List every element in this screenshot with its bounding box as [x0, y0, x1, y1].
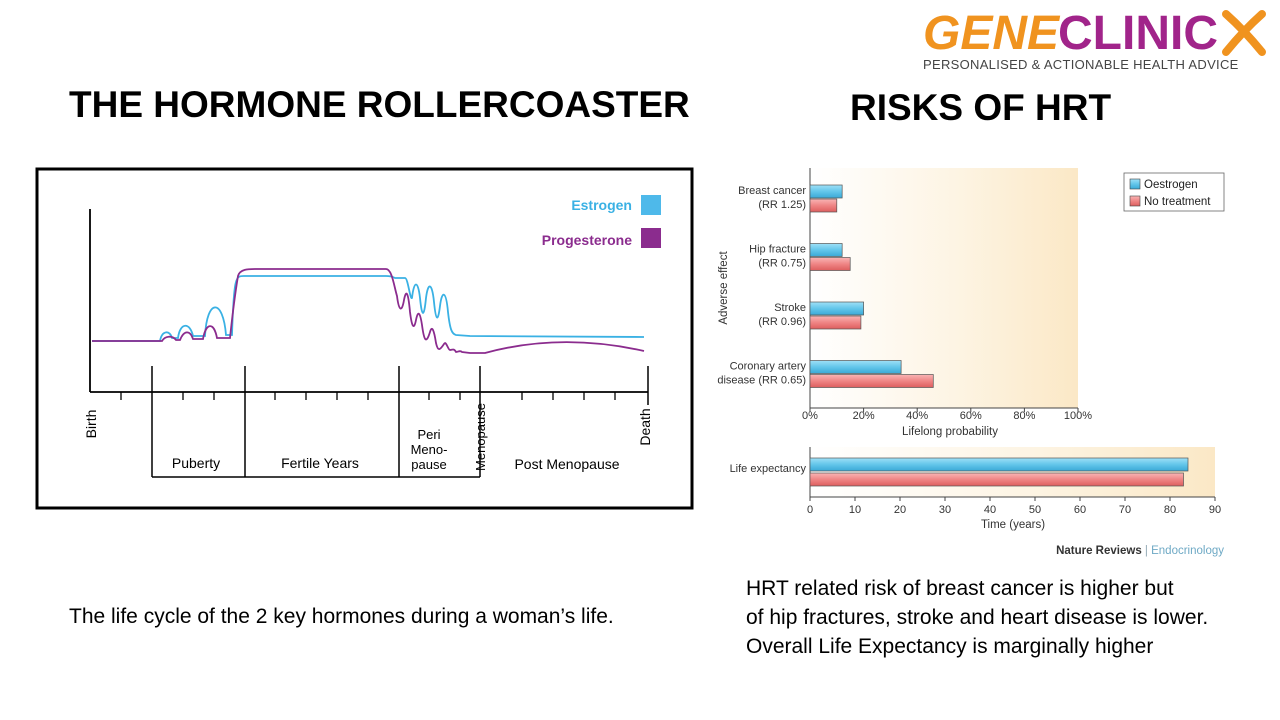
logo-brand-part2: CLINIC [1058, 7, 1218, 60]
life-ticks: 0 10 20 30 40 50 60 70 80 90 [807, 497, 1221, 516]
source-separator: | [1142, 545, 1151, 557]
phase-fertile-label: Fertile Years [281, 455, 359, 471]
geneclinic-logo: GENE CLINIC PERSONALISED & ACTIONABLE HE… [920, 6, 1270, 76]
estrogen-line [92, 275, 645, 342]
life-tick-label-5: 50 [1029, 504, 1041, 516]
life-bars [809, 457, 1189, 487]
life-tick-label-0: 0 [807, 504, 813, 516]
risk-tick-label-1: 20% [853, 410, 875, 422]
hrt-risk-chart: 0% 20% 40% 60% 80% 100% Breast cancer (RR 1.25… [717, 168, 1225, 557]
risk-bar-notreatment-1 [809, 257, 851, 271]
risk-x-axis-label: Lifelong probability [902, 426, 998, 438]
life-bar-oestrogen [809, 457, 1189, 472]
risk-categories: Breast cancer (RR 1.25) Hip fracture (RR 0.… [717, 185, 806, 387]
risk-ticks: 0% 20% 40% 60% 80% 100% [802, 408, 1092, 422]
life-plot-background [810, 447, 1215, 497]
risk-bar-notreatment-3 [809, 374, 934, 388]
life-tick-label-3: 30 [939, 504, 951, 516]
risk-tick-label-4: 80% [1013, 410, 1035, 422]
risk-y-axis-label: Adverse effect [718, 251, 730, 325]
life-tick-label-7: 70 [1119, 504, 1131, 516]
life-tick-label-8: 80 [1164, 504, 1176, 516]
right-caption-line1: HRT related risk of breast cancer is hig… [746, 577, 1174, 600]
risk-legend-notreatment-label: No treatment [1144, 196, 1211, 208]
hormone-minor-ticks [120, 392, 616, 400]
source-nature: Nature Reviews [1056, 545, 1142, 557]
phase-peri-label-line2: Meno- [411, 442, 448, 457]
source-endocrinology: Endocrinology [1151, 545, 1224, 557]
risk-bar-oestrogen-0 [809, 184, 843, 199]
right-caption-line3: Overall Life Expectancy is marginally hi… [746, 635, 1154, 658]
risk-legend-box [1123, 172, 1225, 212]
risk-tick-label-5: 100% [1064, 410, 1092, 422]
life-x-axis-label: Time (years) [981, 519, 1045, 531]
risk-category-label-3-0: Coronary artery [730, 361, 807, 373]
logo-brand-part1: GENE [923, 7, 1060, 60]
phase-post-menopause-label: Post Menopause [514, 456, 619, 472]
risk-bar-oestrogen-3 [809, 360, 902, 374]
risk-category-label-2-1: (RR 0.96) [758, 316, 806, 328]
risk-legend-oestrogen-label: Oestrogen [1144, 179, 1198, 191]
marker-menopause-label: Menopause [473, 403, 488, 471]
progesterone-line [92, 268, 645, 354]
risk-category-label-2-0: Stroke [774, 302, 806, 314]
life-tick-label-2: 20 [894, 504, 906, 516]
phase-peri-label-line3: pause [411, 457, 446, 472]
risk-bars [809, 184, 934, 388]
chart-source: Nature Reviews | Endocrinology [1056, 545, 1224, 557]
hormone-chart: Estrogen Progesterone Birth Menopause De… [35, 167, 694, 510]
phase-separators [151, 366, 481, 477]
right-title: RISKS OF HRT [850, 87, 1112, 128]
logo-tagline: PERSONALISED & ACTIONABLE HEALTH ADVICE [923, 57, 1239, 72]
risk-category-label-1-1: (RR 0.75) [758, 258, 806, 270]
risk-tick-label-2: 40% [906, 410, 928, 422]
risk-tick-label-3: 60% [960, 410, 982, 422]
left-title: THE HORMONE ROLLERCOASTER [69, 84, 690, 125]
marker-birth-label: Birth [83, 410, 99, 439]
phase-puberty-label: Puberty [172, 455, 220, 471]
life-tick-label-9: 90 [1209, 504, 1221, 516]
risk-category-label-1-0: Hip fracture [749, 244, 806, 256]
risk-bar-notreatment-2 [809, 315, 862, 330]
life-category-label: Life expectancy [730, 463, 807, 475]
logo-x-icon [1222, 10, 1266, 56]
legend-progesterone-label: Progesterone [542, 232, 632, 248]
hormone-chart-frame [35, 167, 694, 510]
right-caption-line2: of hip fractures, stroke and heart disea… [746, 606, 1209, 629]
life-bar-notreatment [809, 472, 1184, 487]
risk-legend-notreatment-swatch [1129, 195, 1141, 207]
legend-estrogen-label: Estrogen [571, 197, 632, 213]
risk-category-label-0-0: Breast cancer [738, 185, 806, 197]
risk-bar-oestrogen-1 [809, 243, 843, 257]
left-caption: The life cycle of the 2 key hormones dur… [69, 605, 614, 628]
risk-bar-oestrogen-2 [809, 301, 864, 316]
risk-category-label-0-1: (RR 1.25) [758, 199, 806, 211]
marker-death-label: Death [637, 408, 653, 445]
risk-category-label-3-1: disease (RR 0.65) [717, 375, 806, 387]
life-tick-label-1: 10 [849, 504, 861, 516]
life-tick-label-6: 60 [1074, 504, 1086, 516]
phase-peri-label-line1: Peri [417, 427, 440, 442]
risk-tick-label-0: 0% [802, 410, 818, 422]
risk-bar-notreatment-0 [809, 198, 838, 213]
life-tick-label-4: 40 [984, 504, 996, 516]
risk-legend-oestrogen-swatch [1129, 178, 1141, 190]
legend-progesterone-swatch [641, 228, 661, 248]
legend-estrogen-swatch [641, 195, 661, 215]
